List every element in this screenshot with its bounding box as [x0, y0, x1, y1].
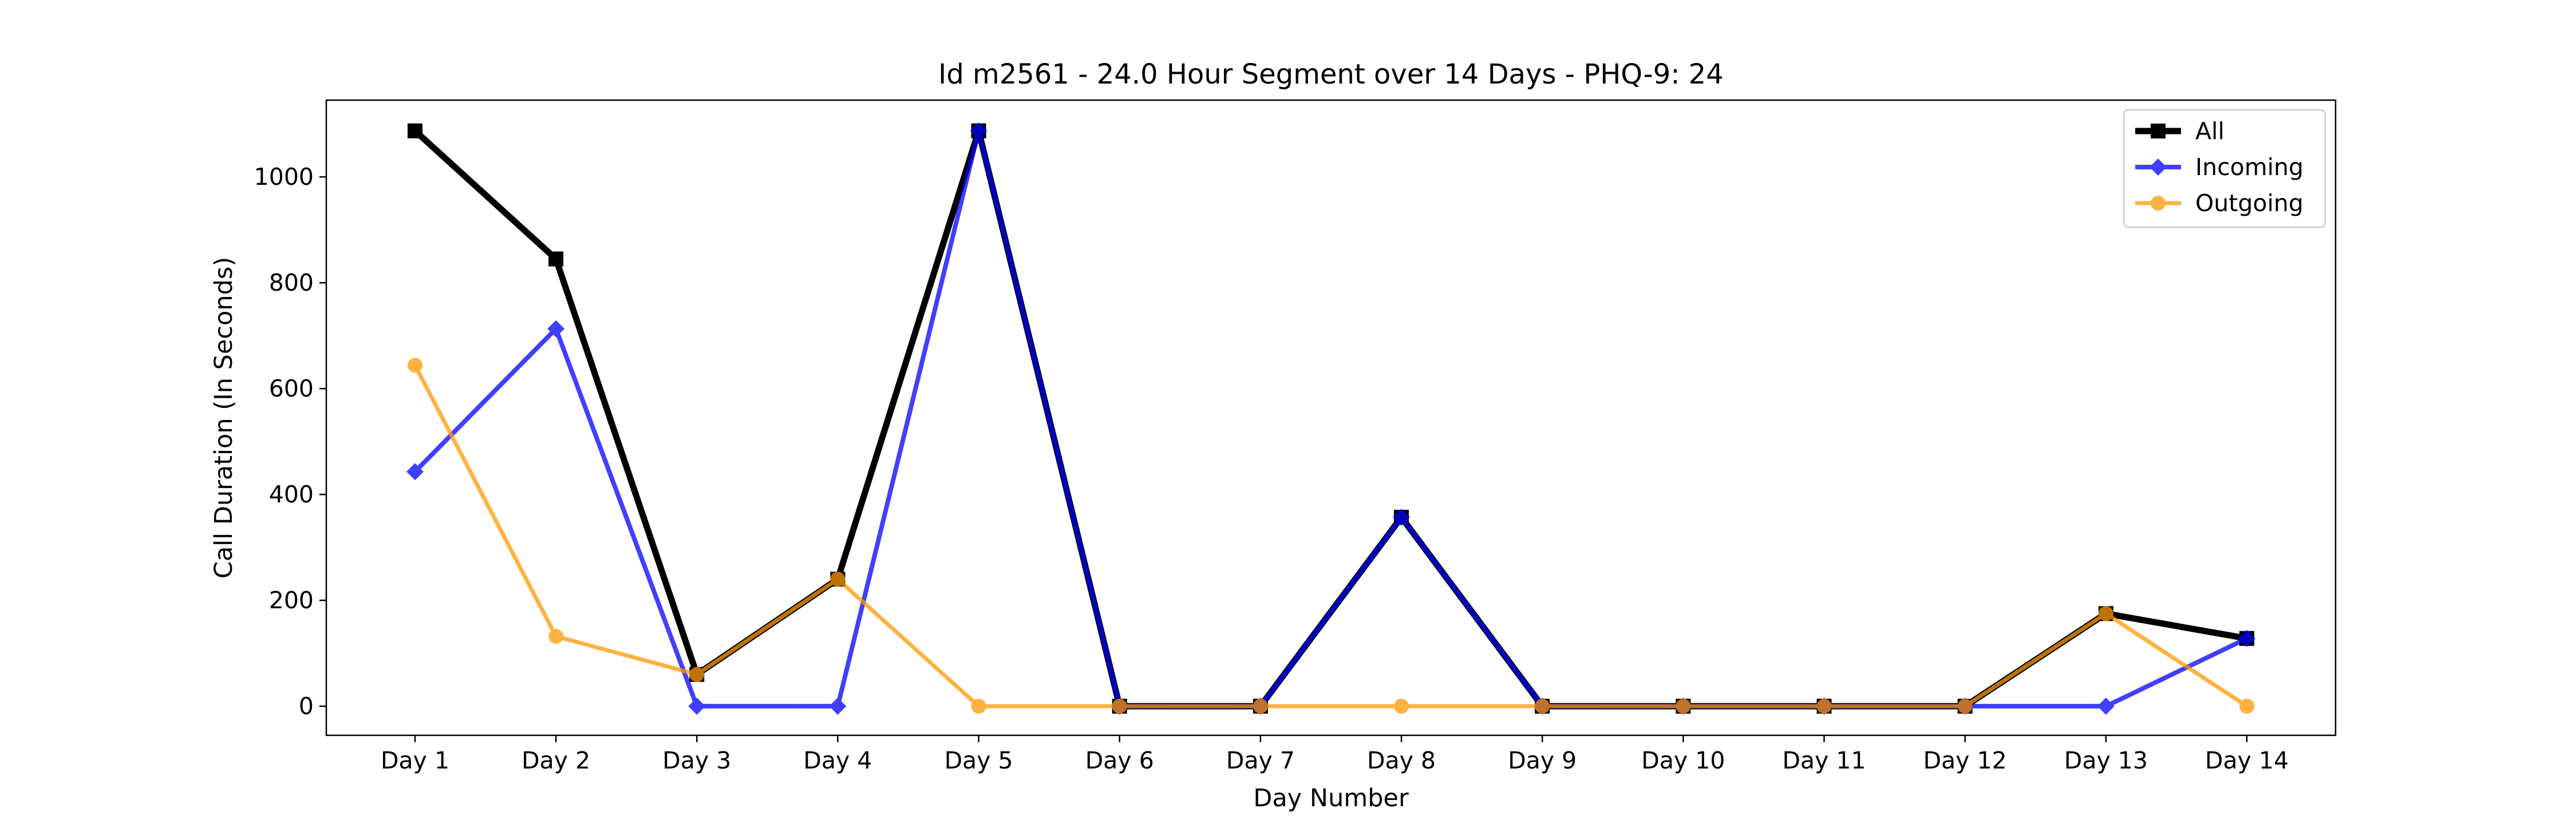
series-outgoing [408, 358, 2254, 714]
x-tick-label: Day 11 [1782, 747, 1866, 774]
legend-marker [2151, 196, 2166, 211]
data-point-all [548, 251, 564, 267]
data-point-incoming [2238, 629, 2255, 647]
data-point-outgoing [1394, 699, 1409, 714]
data-point-incoming [688, 698, 706, 715]
y-tick-label: 600 [269, 375, 314, 402]
data-point-outgoing [1535, 699, 1550, 714]
legend-frame [2123, 109, 2326, 228]
x-tick-label: Day 9 [1508, 747, 1577, 774]
data-point-outgoing [2239, 699, 2254, 714]
data-point-outgoing [1676, 699, 1691, 714]
data-point-incoming [406, 463, 424, 481]
data-point-outgoing [1957, 699, 1973, 714]
legend-label-all: All [2195, 117, 2225, 145]
y-axis-label: Call Duration (In Seconds) [210, 257, 238, 579]
plot-frame [325, 99, 2337, 736]
x-tick-label: Day 7 [1226, 747, 1295, 774]
series-layer [406, 122, 2255, 715]
data-point-outgoing [830, 572, 846, 587]
x-tick-label: Day 6 [1085, 747, 1154, 774]
legend-items: All Incoming Outgoing [2135, 117, 2304, 217]
data-point-outgoing [2098, 606, 2113, 621]
legend-marker [2150, 159, 2167, 176]
x-tick-label: Day 12 [1923, 747, 2007, 774]
data-point-outgoing [971, 699, 986, 714]
data-point-incoming [970, 122, 987, 140]
data-point-outgoing [1253, 699, 1268, 714]
legend: All Incoming Outgoing [2123, 109, 2326, 228]
x-tick-label: Day 1 [381, 747, 449, 774]
y-tick-label: 0 [299, 692, 314, 720]
data-point-outgoing [548, 629, 564, 644]
x-tick-label: Day 3 [662, 747, 731, 774]
x-axis-label: Day Number [1253, 784, 1409, 813]
x-tick-label: Day 5 [945, 747, 1013, 774]
legend-item-outgoing [2135, 196, 2181, 211]
data-point-incoming [547, 320, 565, 338]
series-line-outgoing [413, 364, 2248, 708]
legend-marker [2151, 124, 2166, 138]
y-tick-label: 400 [269, 481, 314, 508]
x-tick-label: Day 10 [1641, 747, 1725, 774]
chart-title: Id m2561 - 24.0 Hour Segment over 14 Day… [938, 58, 1724, 90]
legend-label-outgoing: Outgoing [2195, 189, 2304, 217]
data-point-outgoing [689, 667, 705, 682]
legend-item-incoming [2135, 159, 2181, 176]
data-point-all [408, 123, 422, 138]
plot-area [406, 122, 2255, 715]
data-point-outgoing [1816, 699, 1832, 714]
data-point-incoming [2097, 698, 2115, 715]
x-axis: Day 1 Day 2 Day 3 Day 4 Day 5 Day 6 Day 7 Day 8… [381, 735, 2289, 774]
legend-item-all [2135, 124, 2181, 138]
data-point-incoming [829, 698, 847, 715]
y-tick-label: 800 [269, 269, 314, 296]
y-tick-label: 200 [269, 587, 314, 614]
x-tick-label: Day 4 [803, 747, 872, 774]
x-tick-label: Day 2 [521, 747, 590, 774]
data-point-outgoing [408, 358, 422, 373]
x-tick-label: Day 14 [2205, 747, 2289, 774]
x-tick-label: Day 13 [2064, 747, 2148, 774]
y-tick-label: 1000 [254, 163, 314, 191]
data-point-incoming [1393, 508, 1411, 526]
data-point-outgoing [1112, 699, 1127, 714]
legend-label-incoming: Incoming [2195, 153, 2304, 181]
y-axis: 0 200 400 600 800 1000 [254, 163, 326, 720]
x-tick-label: Day 8 [1367, 747, 1436, 774]
